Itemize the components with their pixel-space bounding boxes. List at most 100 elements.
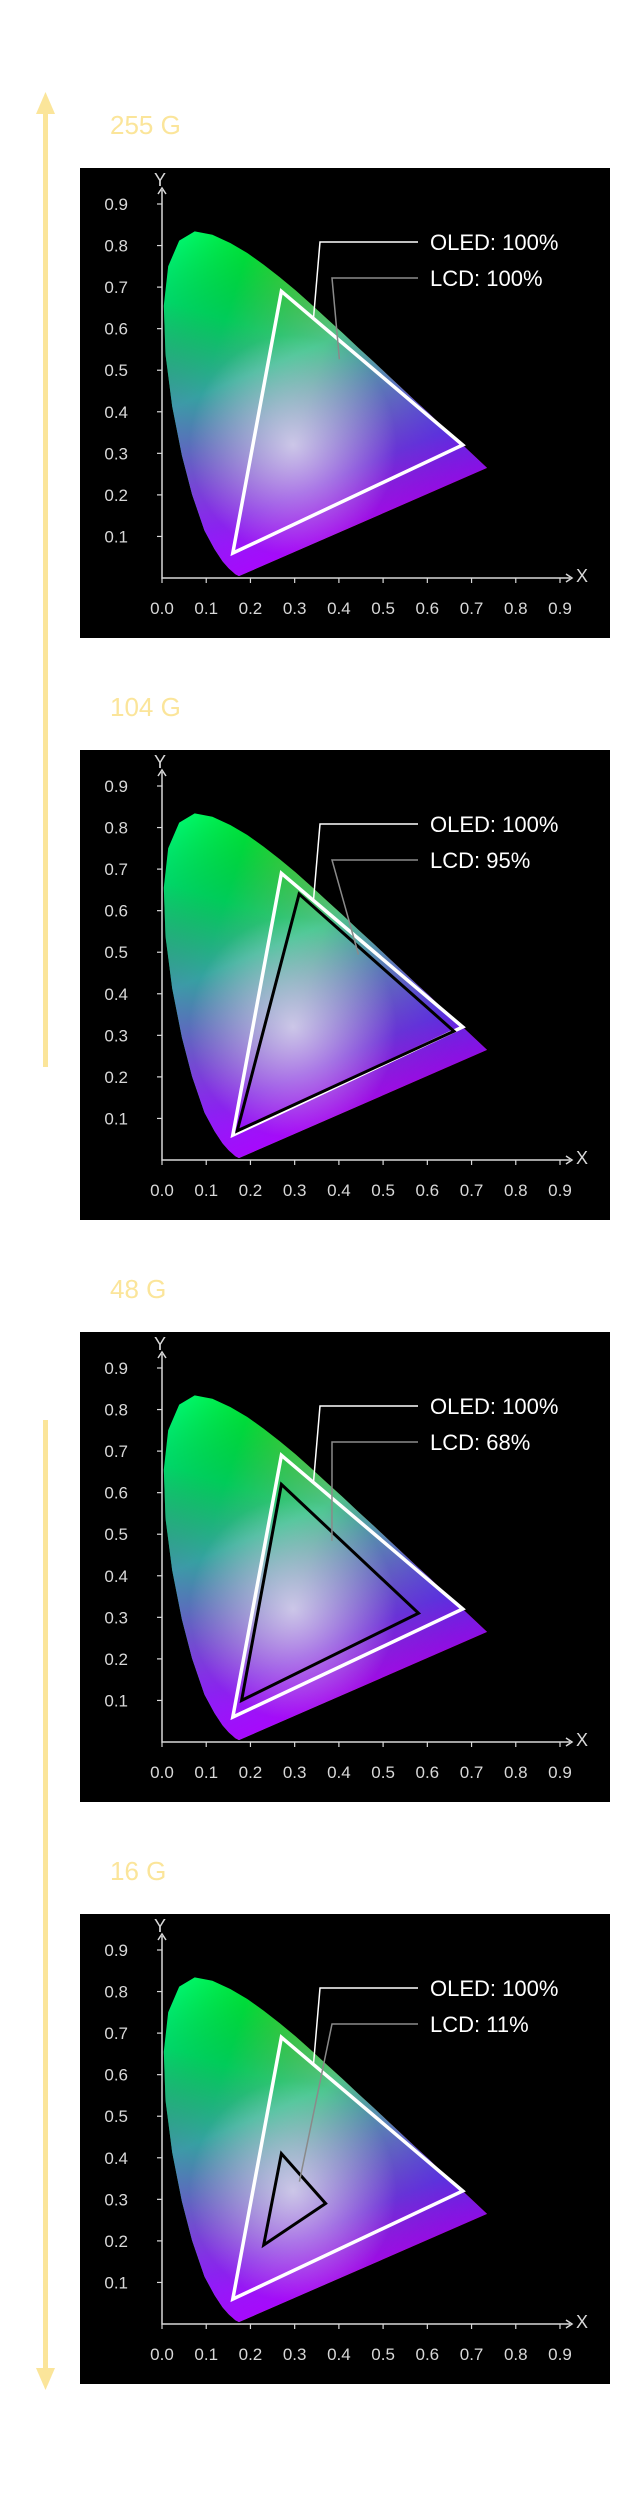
arrow-up-icon: [36, 92, 55, 114]
y-tick-label: 0.4: [104, 2149, 128, 2168]
oled-coverage-label: OLED: 100%: [430, 812, 558, 837]
y-tick-label: 0.8: [104, 237, 128, 256]
y-tick-label: 0.2: [104, 486, 128, 505]
oled-gamut-triangle: [230, 2034, 466, 2303]
y-tick-label: 0.7: [104, 1442, 128, 1461]
x-tick-label: 0.1: [194, 1181, 218, 1200]
x-tick-label: 0.7: [460, 1181, 484, 1200]
x-tick-label: 0.7: [460, 599, 484, 618]
oled-leader-line: [312, 241, 418, 320]
y-tick-label: 0.6: [104, 320, 128, 339]
chromaticity-svg: 0.1 0.2 0.3 0.4 0.5 0.6 0.7 0.8 0.9 0.0 0.1 0.2 0.3 0…: [104, 1334, 588, 1782]
gamut-panel-2: 104 G 0.1 0.2 0.3 0.4 0.5 0.6 0.7 0.8 0.9 0.0 0.1 0.…: [0, 692, 640, 1317]
x-tick-label: 0.0: [150, 599, 174, 618]
chromaticity-svg: 0.1 0.2 0.3 0.4 0.5 0.6 0.7 0.8 0.9 0.0 0.1 0.2 0.3 0…: [104, 170, 588, 618]
x-tick-label: 0.7: [460, 1763, 484, 1782]
y-tick-label: 0.6: [104, 902, 128, 921]
x-tick-label: 0.0: [150, 1763, 174, 1782]
x-axis-label: X: [576, 1730, 588, 1750]
x-tick-label: 0.2: [239, 1181, 263, 1200]
x-tick-label: 0.1: [194, 2345, 218, 2364]
lcd-gamut-triangle: [261, 2150, 328, 2249]
y-tick-label: 0.4: [104, 985, 128, 1004]
arrow-down-icon: [36, 2368, 55, 2390]
y-tick-label: 0.1: [104, 1691, 128, 1710]
oled-leader-line: [312, 823, 418, 902]
y-tick-label: 0.8: [104, 819, 128, 838]
oled-gamut-triangle: [230, 1452, 466, 1721]
x-tick-label: 0.9: [548, 1763, 572, 1782]
y-tick-label: 0.7: [104, 860, 128, 879]
y-tick-label: 0.1: [104, 527, 128, 546]
lcd-coverage-label: LCD: 11%: [430, 2012, 529, 2037]
y-tick-label: 0.8: [104, 1983, 128, 2002]
x-tick-label: 0.2: [239, 2345, 263, 2364]
oled-coverage-label: OLED: 100%: [430, 1976, 558, 2001]
y-tick-label: 0.3: [104, 1608, 128, 1627]
lcd-gamut-triangle: [234, 891, 457, 1134]
x-tick-label: 0.1: [194, 599, 218, 618]
y-tick-label: 0.1: [104, 2273, 128, 2292]
y-tick-label: 0.5: [104, 2107, 128, 2126]
y-axis-label: Y: [154, 170, 166, 190]
gray-level-label: 104 G: [110, 692, 181, 722]
gamut-panel-4: 16 G 0.1 0.2 0.3 0.4 0.5 0.6 0.7 0.8 0.9 0.0 0.1 0.2…: [0, 1856, 640, 2481]
x-tick-label: 0.3: [283, 2345, 307, 2364]
chromaticity-chart: 0.1 0.2 0.3 0.4 0.5 0.6 0.7 0.8 0.9 0.0 0.1 0.2 0.3 0…: [80, 750, 610, 1220]
y-axis-label: Y: [154, 1916, 166, 1936]
x-tick-label: 0.4: [327, 1181, 351, 1200]
y-tick-label: 0.6: [104, 1484, 128, 1503]
lcd-coverage-label: LCD: 100%: [430, 266, 543, 291]
lcd-coverage-label: LCD: 95%: [430, 848, 530, 873]
oled-coverage-label: OLED: 100%: [430, 230, 558, 255]
gray-level-label: 48 G: [110, 1274, 167, 1304]
x-tick-label: 0.8: [504, 1763, 528, 1782]
x-tick-label: 0.6: [416, 1763, 440, 1782]
y-tick-label: 0.3: [104, 444, 128, 463]
x-tick-label: 0.9: [548, 1181, 572, 1200]
y-tick-label: 0.4: [104, 1567, 128, 1586]
oled-coverage-label: OLED: 100%: [430, 1394, 558, 1419]
y-tick-label: 0.4: [104, 403, 128, 422]
y-tick-label: 0.2: [104, 2232, 128, 2251]
up-arrow-line: [43, 112, 48, 1067]
x-tick-label: 0.6: [416, 599, 440, 618]
y-tick-label: 0.9: [104, 195, 128, 214]
x-tick-label: 0.9: [548, 2345, 572, 2364]
x-tick-label: 0.6: [416, 1181, 440, 1200]
x-tick-label: 0.4: [327, 2345, 351, 2364]
y-tick-label: 0.5: [104, 361, 128, 380]
oled-leader-line: [312, 1987, 418, 2066]
x-axis-label: X: [576, 2312, 588, 2332]
x-tick-label: 0.5: [371, 599, 395, 618]
x-axis-label: X: [576, 566, 588, 586]
gamut-panel-1: 255 G 0.1 0.2 0.3 0.4 0.5 0.6 0.7 0.8 0.9 0.0 0.1 0.…: [0, 110, 640, 735]
y-tick-label: 0.5: [104, 1525, 128, 1544]
lcd-coverage-label: LCD: 68%: [430, 1430, 530, 1455]
y-tick-label: 0.5: [104, 943, 128, 962]
y-tick-label: 0.7: [104, 2024, 128, 2043]
x-tick-label: 0.4: [327, 599, 351, 618]
chromaticity-chart: 0.1 0.2 0.3 0.4 0.5 0.6 0.7 0.8 0.9 0.0 0.1 0.2 0.3 0…: [80, 1332, 610, 1802]
y-tick-label: 0.3: [104, 1026, 128, 1045]
x-tick-label: 0.8: [504, 2345, 528, 2364]
x-tick-label: 0.1: [194, 1763, 218, 1782]
oled-gamut-triangle: [230, 288, 466, 557]
x-tick-label: 0.5: [371, 1763, 395, 1782]
y-tick-label: 0.2: [104, 1650, 128, 1669]
chromaticity-svg: 0.1 0.2 0.3 0.4 0.5 0.6 0.7 0.8 0.9 0.0 0.1 0.2 0.3 0…: [104, 752, 588, 1200]
gamut-panel-3: 48 G 0.1 0.2 0.3 0.4 0.5 0.6 0.7 0.8 0.9 0.0 0.1 0.2…: [0, 1274, 640, 1899]
x-tick-label: 0.3: [283, 1181, 307, 1200]
y-axis-label: Y: [154, 1334, 166, 1354]
lcd-leader-line: [331, 277, 418, 360]
y-tick-label: 0.9: [104, 1359, 128, 1378]
chromaticity-chart: 0.1 0.2 0.3 0.4 0.5 0.6 0.7 0.8 0.9 0.0 0.1 0.2 0.3 0…: [80, 168, 610, 638]
y-tick-label: 0.9: [104, 777, 128, 796]
y-tick-label: 0.6: [104, 2066, 128, 2085]
lcd-leader-line: [331, 859, 418, 955]
x-tick-label: 0.3: [283, 599, 307, 618]
x-tick-label: 0.2: [239, 1763, 263, 1782]
y-tick-label: 0.2: [104, 1068, 128, 1087]
y-tick-label: 0.9: [104, 1941, 128, 1960]
chromaticity-chart: 0.1 0.2 0.3 0.4 0.5 0.6 0.7 0.8 0.9 0.0 0.1 0.2 0.3 0…: [80, 1914, 610, 2384]
